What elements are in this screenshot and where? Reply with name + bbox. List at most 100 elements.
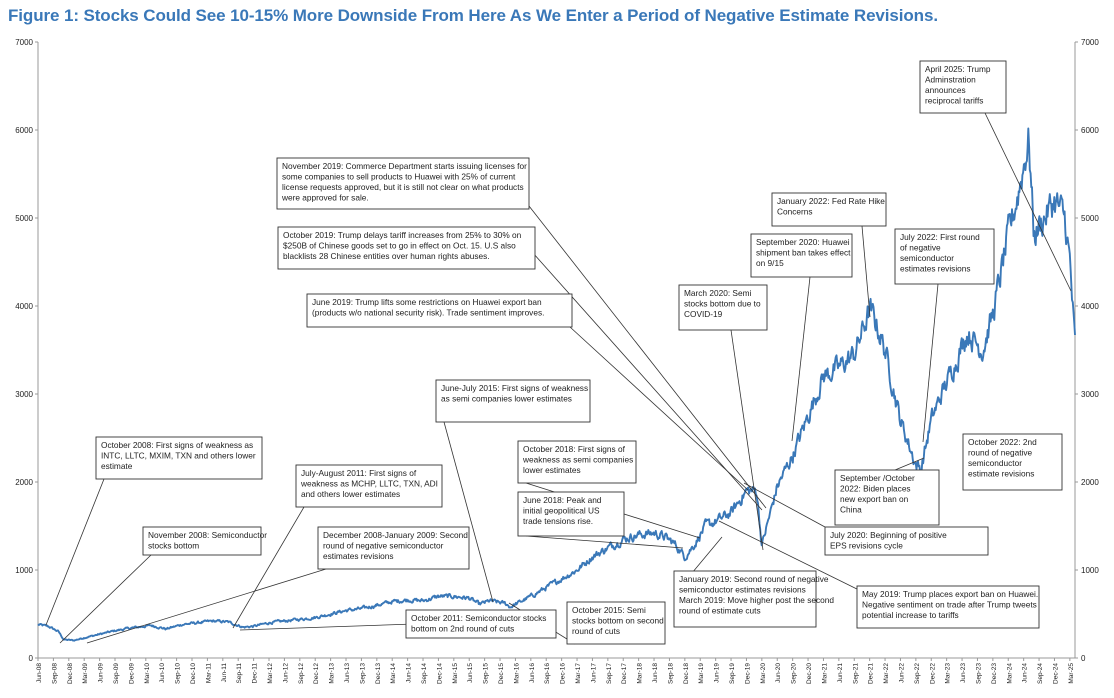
x-tick-label: Sep-08 xyxy=(51,663,58,684)
annotation-text: were approved for sale. xyxy=(281,193,369,203)
x-tick-label: Sep-10 xyxy=(175,663,182,684)
annotation-box: June-July 2015: First signs of weaknessa… xyxy=(435,379,591,423)
annotation-text: estimate xyxy=(101,461,133,471)
y-tick-label: 0 xyxy=(29,654,34,663)
x-tick-label: Dec-18 xyxy=(683,663,690,684)
y-tick-label-right: 6000 xyxy=(1081,126,1099,135)
y-tick-label: 7000 xyxy=(15,38,33,47)
x-tick-label: Mar-14 xyxy=(390,663,397,684)
annotation-leader-line xyxy=(730,329,764,551)
annotation-text: of negative xyxy=(900,243,941,253)
y-tick-label: 3000 xyxy=(15,390,33,399)
x-tick-label: Jun-12 xyxy=(282,663,289,683)
annotation-text: September 2020: Huawei xyxy=(756,237,850,247)
annotation-text: Concerns xyxy=(777,207,813,217)
annotation-frame xyxy=(894,228,995,285)
x-tick-label: Mar-12 xyxy=(267,663,274,684)
annotation-text: bottom on 2nd round of cuts xyxy=(411,624,514,634)
x-tick-label: Dec-24 xyxy=(1052,663,1059,684)
annotation-frame xyxy=(673,570,817,628)
x-tick-label: Dec-12 xyxy=(313,663,320,684)
annotation-text: potential increase to tariffs xyxy=(862,610,959,620)
annotation-leader-line xyxy=(861,225,871,318)
y-tick-label: 1000 xyxy=(15,566,33,575)
x-tick-label: Dec-21 xyxy=(868,663,875,684)
annotation-text: COVID-19 xyxy=(684,309,723,319)
annotation-text: semiconductor xyxy=(900,253,954,263)
annotation-text: shipment ban takes effect xyxy=(756,248,851,258)
annotation-text: weakness as MCHP, LLTC, TXN, ADI xyxy=(300,479,438,489)
annotation-leader-line xyxy=(59,554,152,644)
annotation-text: June-July 2015: First signs of weakness xyxy=(441,383,588,393)
annotation-text: January 2019: Second round of negative xyxy=(679,574,829,584)
x-tick-label: Dec-11 xyxy=(252,663,259,684)
annotation-text: stocks bottom due to xyxy=(684,299,761,309)
annotation-text: October 2019: Trump delays tariff increa… xyxy=(283,230,522,240)
annotation-box: April 2025: TrumpAdminstrationannouncesr… xyxy=(919,60,1007,114)
annotation-text: round of cuts xyxy=(572,626,620,636)
x-tick-label: Jun-21 xyxy=(837,663,844,683)
y-tick-label-right: 1000 xyxy=(1081,566,1099,575)
x-tick-label: Mar-21 xyxy=(821,663,828,684)
annotation-frame xyxy=(962,433,1063,491)
annotations-layer: October 2008: First signs of weakness as… xyxy=(45,60,1072,645)
annotation-text: on 9/15 xyxy=(756,258,784,268)
series-layer xyxy=(37,127,1076,642)
x-tick-label: Sep-17 xyxy=(606,663,613,684)
annotation-frame xyxy=(856,585,1040,629)
x-tick-label: Sep-14 xyxy=(421,663,428,684)
annotation-text: November 2008: Semiconductor xyxy=(148,530,267,540)
annotation-text: and others lower estimates xyxy=(301,489,400,499)
annotation-leader-line xyxy=(791,276,811,442)
annotation-text: June 2018: Peak and xyxy=(523,495,602,505)
annotation-box: January 2019: Second round of negativese… xyxy=(673,570,834,628)
x-tick-label: Dec-20 xyxy=(806,663,813,684)
annotation-frame xyxy=(824,526,989,556)
y-tick-label-right: 3000 xyxy=(1081,390,1099,399)
annotation-text: semiconductor xyxy=(968,458,1022,468)
x-tick-label: Sep-19 xyxy=(729,663,736,684)
annotation-leader-line xyxy=(743,482,826,528)
annotation-box: October 2019: Trump delays tariff increa… xyxy=(277,226,536,270)
annotation-text: October 2015: Semi xyxy=(572,605,646,615)
chart-title: Figure 1: Stocks Could See 10-15% More D… xyxy=(8,6,938,25)
annotation-text: blacklists 28 Chinese entities over huma… xyxy=(283,251,490,261)
x-tick-label: Jun-10 xyxy=(159,663,166,683)
annotation-text: estimates revisions xyxy=(323,551,394,561)
annotation-text: June 2019: Trump lifts some restrictions… xyxy=(312,297,542,307)
x-tick-label: Jun-11 xyxy=(221,663,228,683)
annotation-text: China xyxy=(840,505,862,515)
annotation-text: round of negative semiconductor xyxy=(323,541,444,551)
annotation-text: January 2022: Fed Rate Hike xyxy=(777,196,885,206)
annotation-leader-line xyxy=(894,457,925,471)
x-tick-label: Dec-14 xyxy=(436,663,443,684)
annotation-text: trade tensions rise. xyxy=(523,516,593,526)
annotation-text: license requests approved, but it is sti… xyxy=(282,182,524,192)
annotation-leader-line xyxy=(569,326,749,491)
x-tick-label: Jun-20 xyxy=(775,663,782,683)
annotation-text: stocks bottom on second xyxy=(572,616,664,626)
x-tick-label: Jun-13 xyxy=(344,663,351,683)
annotation-leader-line xyxy=(525,535,684,549)
x-tick-label: Dec-23 xyxy=(991,663,998,684)
series-line xyxy=(37,127,1076,642)
annotation-frame xyxy=(517,491,625,537)
x-tick-label: Jun-15 xyxy=(467,663,474,683)
annotation-text: November 2019: Commerce Department start… xyxy=(282,161,527,171)
annotation-text: round of negative xyxy=(968,448,1033,458)
annotation-frame xyxy=(306,293,573,328)
annotation-leader-line xyxy=(922,283,939,443)
annotation-text: semiconductor estimates revisions xyxy=(679,585,806,595)
annotation-text: estimate revisions xyxy=(968,469,1034,479)
x-tick-label: Mar-23 xyxy=(945,663,952,684)
x-tick-label: Sep-20 xyxy=(791,663,798,684)
y-tick-label: 5000 xyxy=(15,214,33,223)
annotation-box: November 2019: Commerce Department start… xyxy=(276,157,530,210)
